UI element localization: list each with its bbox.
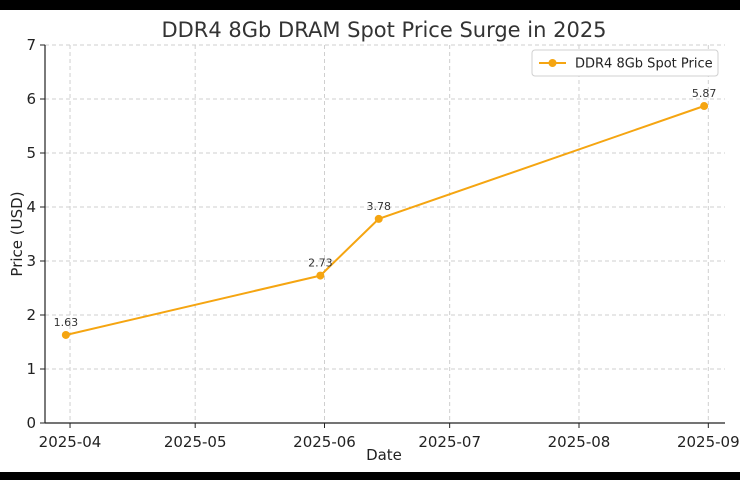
data-label: 5.87 <box>692 87 717 100</box>
y-tick-label: 1 <box>26 360 36 378</box>
line-chart: DDR4 8Gb DRAM Spot Price Surge in 2025 0… <box>8 18 740 464</box>
y-tick-label: 2 <box>26 306 36 324</box>
data-label: 3.78 <box>366 200 391 213</box>
grid <box>45 44 725 423</box>
legend: DDR4 8Gb Spot Price <box>531 49 719 77</box>
legend-box <box>531 49 719 77</box>
y-tick-label: 6 <box>26 90 36 108</box>
axes <box>44 45 725 424</box>
legend-entry-label: DDR4 8Gb Spot Price <box>575 57 713 72</box>
series-line <box>65 105 705 336</box>
chart-title: DDR4 8Gb DRAM Spot Price Surge in 2025 <box>161 18 606 42</box>
y-axis-label: Price (USD) <box>8 191 26 276</box>
y-tick-label: 4 <box>26 198 36 216</box>
data-label: 2.73 <box>308 257 333 270</box>
y-tick-label: 7 <box>26 36 36 54</box>
legend-marker <box>548 59 557 67</box>
x-tick-label: 2025-09 <box>677 433 740 451</box>
x-tick-label: 2025-08 <box>548 433 611 451</box>
data-label: 1.63 <box>54 316 79 329</box>
y-tick-label: 5 <box>26 144 36 162</box>
data-point <box>700 102 709 111</box>
data-point <box>61 330 70 339</box>
x-tick-label: 2025-06 <box>293 433 356 451</box>
y-tick-label: 0 <box>26 414 36 432</box>
x-axis-label: Date <box>366 446 402 464</box>
data-point <box>374 214 383 223</box>
x-tick-label: 2025-05 <box>164 433 227 451</box>
data-point <box>316 271 325 280</box>
series: 1.63 2.73 3.78 5.87 <box>54 87 717 339</box>
x-tick-label: 2025-04 <box>39 433 102 451</box>
x-tick-label: 2025-07 <box>418 433 481 451</box>
ticks: 0 1 2 3 4 5 6 7 2025-04 2025-05 2025-06 2025-07 2025… <box>26 36 739 451</box>
chart-frame: DDR4 8Gb DRAM Spot Price Surge in 2025 0… <box>0 10 740 472</box>
y-tick-label: 3 <box>26 252 36 270</box>
